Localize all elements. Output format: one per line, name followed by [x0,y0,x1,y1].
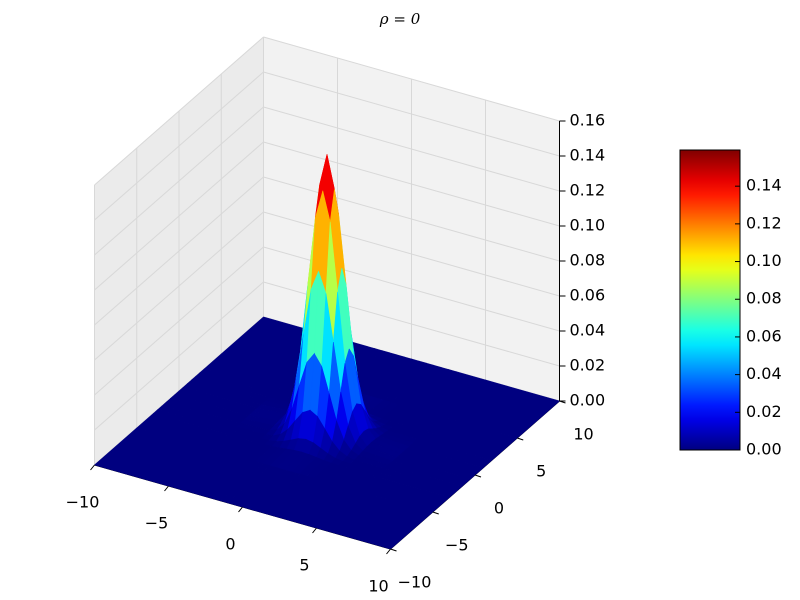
colorbar-tick-label: 0.14 [746,176,782,195]
z-tick-label: 0.08 [570,251,606,270]
grid-line [263,36,560,122]
x-tick [238,506,243,513]
colorbar [679,149,741,451]
grid-line [94,246,264,396]
x-tick-label: 5 [299,556,309,575]
z-tick-label: 0.00 [570,391,606,410]
x-tick [164,485,169,492]
z-tick-label: 0.14 [570,146,606,165]
z-tick-label: 0.10 [570,216,606,235]
grid-line [263,141,560,227]
x-tick-label: 0 [225,535,235,554]
x-tick-label: 10 [368,577,388,596]
colorbar-tick-label: 0.02 [746,402,782,421]
grid-line [94,71,264,221]
colorbar-tick-label: 0.04 [746,364,782,383]
z-tick-label: 0.02 [570,356,606,375]
grid-line [94,176,264,326]
x-tick [312,527,317,534]
surface-patch [315,490,434,550]
y-tick-label: 10 [573,425,593,444]
z-tick-label: 0.16 [570,111,606,130]
grid-line [94,141,264,291]
colorbar-tick-label: 0.08 [746,289,782,308]
y-tick-label: −10 [398,573,432,592]
grid-line [94,106,264,256]
y-tick [517,437,524,441]
grid-line [94,36,264,186]
colorbar-tick-label: 0.00 [746,440,782,459]
y-tick [390,548,397,552]
x-tick-label: −5 [145,514,169,533]
z-tick-label: 0.06 [570,286,606,305]
y-tick [474,474,482,478]
y-tick-label: −5 [445,536,469,555]
chart-title: ρ = 0 [379,10,421,28]
x-tick-label: −10 [66,493,100,512]
grid-line [263,71,560,157]
z-tick-label: 0.04 [570,321,606,340]
y-tick-label: 5 [536,462,546,481]
x-tick [386,548,391,555]
colorbar-tick-label: 0.06 [746,326,782,345]
grid-line [263,211,560,297]
y-tick [432,511,439,515]
grid-line [94,281,264,431]
z-tick-label: 0.12 [570,181,606,200]
x-tick [90,464,95,471]
y-tick-label: 0 [494,499,504,518]
grid-line [263,106,560,192]
grid-line [263,176,560,262]
colorbar-tick-label: 0.12 [746,213,782,232]
grid-line [94,211,264,361]
colorbar-tick-label: 0.10 [746,251,782,270]
